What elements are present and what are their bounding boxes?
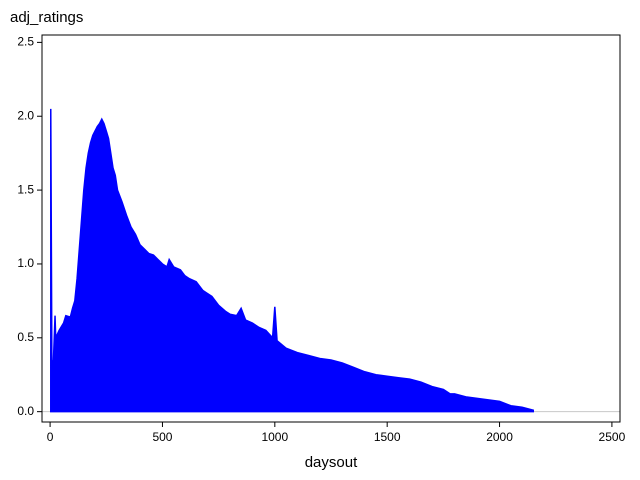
y-tick-label: 1.0 — [17, 256, 34, 270]
y-tick-label: 2.0 — [17, 108, 34, 122]
x-axis-title: daysout — [305, 454, 358, 471]
x-tick-label: 2000 — [486, 430, 513, 444]
x-tick-label: 500 — [152, 430, 172, 444]
y-tick-label: 0.5 — [17, 330, 34, 344]
y-tick-label: 1.5 — [17, 182, 34, 196]
x-tick-label: 2500 — [599, 430, 626, 444]
area — [50, 108, 535, 413]
x-tick-label: 1500 — [374, 430, 401, 444]
plot-frame — [41, 34, 621, 423]
y-tick-label: 2.5 — [17, 35, 34, 49]
x-tick-label: 1000 — [261, 430, 288, 444]
x-tick-label: 0 — [47, 430, 54, 444]
y-tick-label: 0.0 — [17, 404, 34, 418]
y-axis-title: adj_ratings — [10, 9, 83, 26]
